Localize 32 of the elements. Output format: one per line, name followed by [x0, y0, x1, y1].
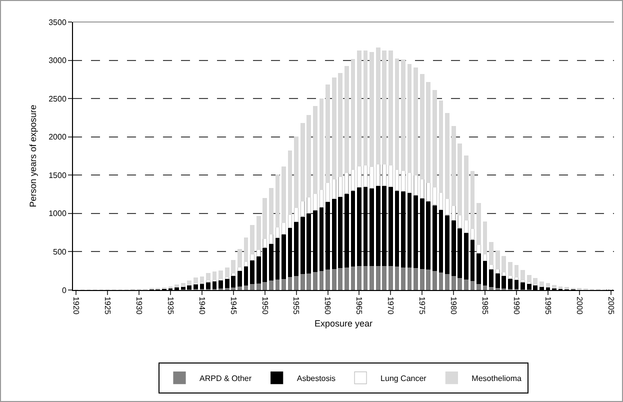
legend-label: Mesothelioma — [472, 374, 522, 383]
x-tick-label: 1935 — [166, 296, 175, 315]
legend-label: Asbestosis — [296, 374, 336, 383]
x-tick-label: 1970 — [386, 296, 396, 315]
legend-label: Lung Cancer — [380, 374, 427, 383]
x-tick-label: 1980 — [448, 296, 458, 315]
y-tick-label: 500 — [53, 248, 67, 257]
x-tick-label: 1920 — [72, 296, 81, 315]
y-tick-label: 2000 — [48, 132, 67, 142]
x-tick-label: 1985 — [480, 296, 490, 315]
y-axis-title: Person years of exposure — [28, 104, 38, 208]
x-tick-label: 1995 — [543, 296, 552, 315]
legend-label: ARPD & Other — [200, 374, 252, 383]
x-tick-label: 1940 — [197, 296, 206, 315]
x-tick-label: 1955 — [292, 296, 301, 315]
y-tick-label: 0 — [62, 286, 67, 295]
x-tick-label: 2005 — [606, 296, 616, 315]
y-tick-label: 3500 — [48, 18, 67, 27]
x-tick-label: 1960 — [323, 296, 332, 315]
x-tick-label: 1965 — [354, 296, 364, 315]
x-tick-label: 1975 — [418, 296, 427, 315]
x-axis-title: Exposure year — [314, 318, 373, 329]
x-tick-label: 1925 — [103, 296, 112, 315]
y-tick-label: 1000 — [48, 209, 67, 218]
y-tick-label: 3000 — [48, 56, 67, 66]
x-tick-label: 2000 — [574, 296, 584, 315]
x-tick-label: 1930 — [134, 296, 144, 315]
y-tick-label: 1500 — [48, 170, 67, 180]
y-tick-label: 2500 — [48, 94, 67, 104]
x-tick-label: 1945 — [228, 296, 238, 315]
x-tick-label: 1990 — [512, 296, 521, 315]
x-tick-label: 1950 — [260, 296, 270, 315]
